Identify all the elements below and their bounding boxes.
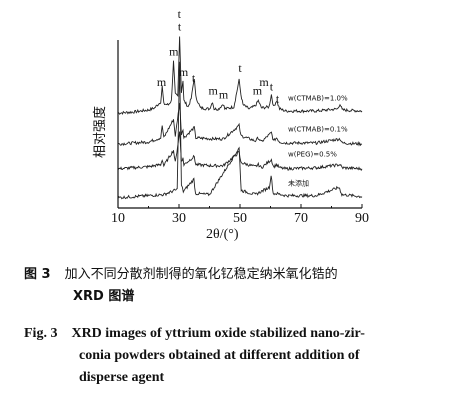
xrd-trace-1 [117,102,363,147]
caption-chinese: 图 3 加入不同分散剂制得的氧化钇稳定纳米氧化锆的 XRD 图谱 [24,264,444,308]
caption-cn-line-2: XRD 图谱 [73,289,135,304]
series-label-2: w(PEG)=0.5% [288,150,337,158]
caption-english: Fig. 3 XRD images of yttrium oxide stabil… [24,323,450,389]
caption-en-line-2: conia powders obtained at different addi… [79,348,360,363]
peak-label: t [276,92,280,106]
peak-label: m [209,84,219,98]
series-label-1: w(CTMAB)=0.1% [288,126,348,134]
x-axis-ticks: 10 30 50 70 90 [111,204,369,226]
peak-label: t [192,71,196,85]
peak-label: m [169,44,179,58]
peak-label: m [253,84,263,98]
peak-label: t [178,20,182,34]
peak-label: m [179,65,189,79]
xrd-trace-3 [117,61,363,200]
series-labels: w(CTMAB)=1.0% w(CTMAB)=0.1% w(PEG)=0.5% 未添加 [288,95,348,188]
xrd-traces [117,36,363,200]
x-axis-label: 2θ/(°) [206,227,239,242]
series-label-0: w(CTMAB)=1.0% [288,95,348,103]
caption-en-figure-number: Fig. 3 [24,326,58,341]
x-tick-label: 90 [355,211,369,226]
series-label-3: 未添加 [288,178,309,187]
peak-label: t [270,79,274,93]
x-tick-label: 30 [172,211,186,226]
x-tick-label: 10 [111,211,125,226]
peak-label: t [238,61,242,75]
caption-cn-figure-number: 图 3 [24,267,51,282]
peak-label: m [219,88,229,102]
peak-label: m [157,75,167,89]
x-tick-label: 50 [233,211,247,226]
x-tick-label: 70 [294,211,308,226]
y-axis-label: 相对强度 [92,106,108,158]
caption-en-line-1: XRD images of yttrium oxide stabilized n… [71,326,365,341]
xrd-trace-0 [117,36,363,116]
caption-cn-line-1: 加入不同分散剂制得的氧化钇稳定纳米氧化锆的 [64,267,338,282]
caption-en-line-3: disperse agent [79,370,165,385]
peak-label: m [259,75,269,89]
peak-label-top: t [178,7,182,21]
